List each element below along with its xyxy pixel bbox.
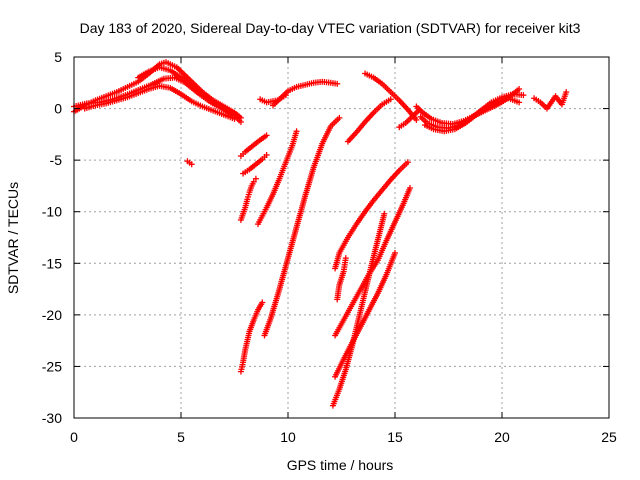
- data-point: [259, 299, 266, 306]
- data-point: [263, 132, 270, 139]
- data-point: [520, 92, 527, 99]
- data-point: [404, 159, 411, 166]
- data-point: [563, 89, 570, 96]
- y-tick-label: -10: [42, 204, 62, 220]
- data-point: [516, 99, 523, 106]
- y-tick-label: -15: [42, 255, 62, 271]
- data-point: [252, 175, 259, 182]
- data-point: [334, 80, 341, 87]
- y-tick-label: -5: [50, 152, 63, 168]
- x-tick-label: 0: [70, 429, 78, 445]
- data-point: [392, 249, 398, 256]
- data-point: [406, 184, 413, 191]
- data-point: [413, 116, 420, 123]
- data-point: [381, 210, 388, 217]
- chart-title: Day 183 of 2020, Sidereal Day-to-day VTE…: [80, 20, 581, 36]
- x-axis-title: GPS time / hours: [287, 457, 394, 473]
- data-point: [342, 255, 349, 262]
- data-point: [263, 151, 270, 158]
- y-tick-label: -20: [42, 307, 62, 323]
- x-tick-label: 5: [177, 429, 185, 445]
- data-point: [336, 114, 343, 121]
- data-point: [205, 95, 212, 102]
- x-tick-label: 10: [280, 429, 296, 445]
- y-tick-label: 5: [54, 49, 62, 65]
- y-axis-title: SDTVAR / TECUs: [5, 182, 21, 294]
- data-point: [250, 178, 257, 185]
- axes: [73, 56, 610, 419]
- y-tick-label: -30: [42, 410, 62, 426]
- grid-layer: [74, 57, 609, 418]
- plot-frame: [73, 56, 610, 419]
- x-tick-label: 15: [387, 429, 403, 445]
- y-tick-label: 0: [54, 101, 62, 117]
- tick-labels: 0 5 10 15 20 25 -30 -25 -20 -15 -10 -5 0 5: [42, 49, 617, 445]
- x-tick-label: 20: [494, 429, 510, 445]
- x-tick-label: 25: [601, 429, 617, 445]
- data-points: [71, 59, 570, 409]
- data-point: [188, 161, 195, 168]
- y-tick-label: -25: [42, 358, 62, 374]
- data-point: [516, 85, 523, 92]
- data-point: [237, 118, 244, 125]
- data-point: [231, 115, 238, 122]
- data-point: [293, 128, 300, 135]
- data-point: [387, 96, 394, 103]
